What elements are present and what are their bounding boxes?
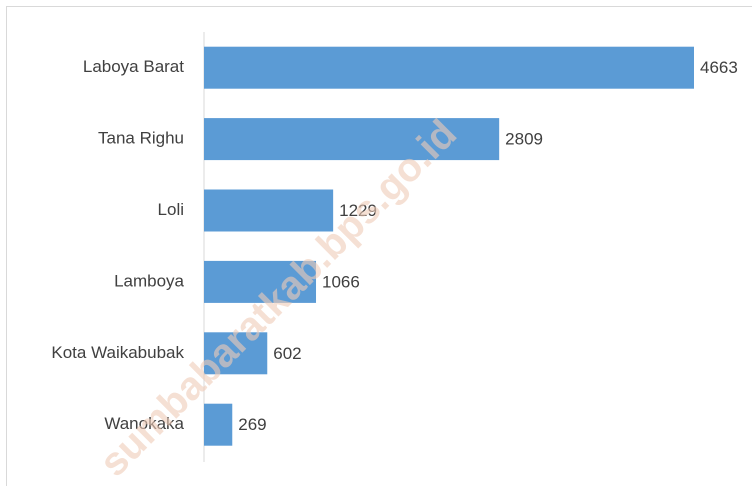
y-tick-label: Wanokaka <box>104 414 184 433</box>
y-tick-label: Tana Righu <box>98 129 184 148</box>
value-label: 2809 <box>505 130 543 149</box>
y-tick-label: Lamboya <box>114 271 184 290</box>
bar <box>204 403 233 446</box>
value-label: 1229 <box>339 201 377 220</box>
bar <box>204 46 694 89</box>
value-label: 4663 <box>700 58 738 77</box>
y-tick-label: Laboya Barat <box>83 57 184 76</box>
value-label: 269 <box>238 415 266 434</box>
value-label: 1066 <box>322 272 360 291</box>
bar <box>204 260 317 303</box>
chart-frame <box>6 6 752 486</box>
watermark: sumbabaratkab.bps.go.id <box>91 111 465 485</box>
value-label: 602 <box>273 344 301 363</box>
y-tick-label: Kota Waikabubak <box>51 343 184 362</box>
bar <box>204 189 334 232</box>
y-tick-label: Loli <box>158 200 184 219</box>
bar <box>204 118 500 161</box>
bar <box>204 332 268 375</box>
